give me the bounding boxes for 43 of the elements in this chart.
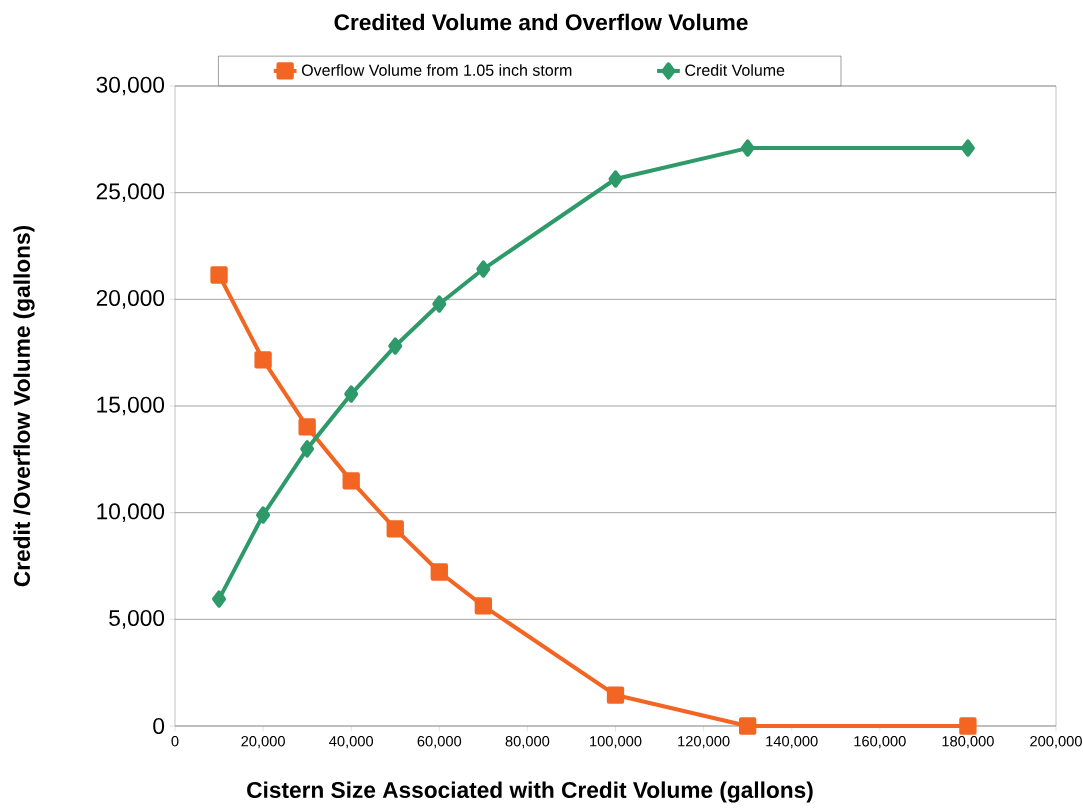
point xyxy=(342,472,360,490)
point xyxy=(212,590,227,608)
x-tick-label: 140,000 xyxy=(766,736,818,749)
point xyxy=(606,686,625,704)
x-axis-title: Cistern Size Associated with Credit Volume (gallons) xyxy=(247,781,813,803)
point xyxy=(432,295,447,313)
point xyxy=(474,597,493,615)
x-tick-label: 60,000 xyxy=(417,736,462,749)
y-tick-label: 10,000 xyxy=(97,503,165,523)
point xyxy=(256,506,271,524)
chart-title: Credited Volume and Overflow Volume xyxy=(334,13,748,31)
y-tick-label: 0 xyxy=(153,717,165,735)
x-tick-label: 0 xyxy=(171,736,179,747)
point xyxy=(959,717,977,735)
point xyxy=(388,337,403,355)
y-tick-label: 5,000 xyxy=(109,609,165,629)
point xyxy=(254,351,272,369)
point xyxy=(738,717,757,735)
y-tick-label: 25,000 xyxy=(96,183,165,203)
x-tick-label: 180,000 xyxy=(942,736,994,749)
x-tick-label: 80,000 xyxy=(505,736,550,749)
x-tick-label: 100,000 xyxy=(590,736,642,749)
point xyxy=(740,139,755,157)
y-tick-label: 30,000 xyxy=(96,76,165,96)
point xyxy=(608,170,623,188)
point xyxy=(344,385,359,403)
legend-label: Credit Volume xyxy=(685,64,785,76)
y-tick-label: 15,000 xyxy=(97,396,165,416)
y-tick-label: 20,000 xyxy=(96,289,165,309)
point xyxy=(430,563,448,581)
point xyxy=(476,260,491,278)
point xyxy=(960,139,975,157)
x-tick-label: 160,000 xyxy=(854,736,906,749)
point xyxy=(386,520,404,538)
x-tick-label: 20,000 xyxy=(241,736,285,749)
point xyxy=(210,266,228,284)
x-tick-label: 200,000 xyxy=(1030,736,1082,749)
x-tick-label: 120,000 xyxy=(678,736,730,749)
legend-label: Overflow Volume from 1.05 inch storm xyxy=(301,64,572,76)
y-axis-title: Credit /Overflow Volume (gallons) xyxy=(13,225,35,587)
point xyxy=(298,418,316,436)
point xyxy=(300,440,315,458)
x-tick-label: 40,000 xyxy=(329,736,374,749)
